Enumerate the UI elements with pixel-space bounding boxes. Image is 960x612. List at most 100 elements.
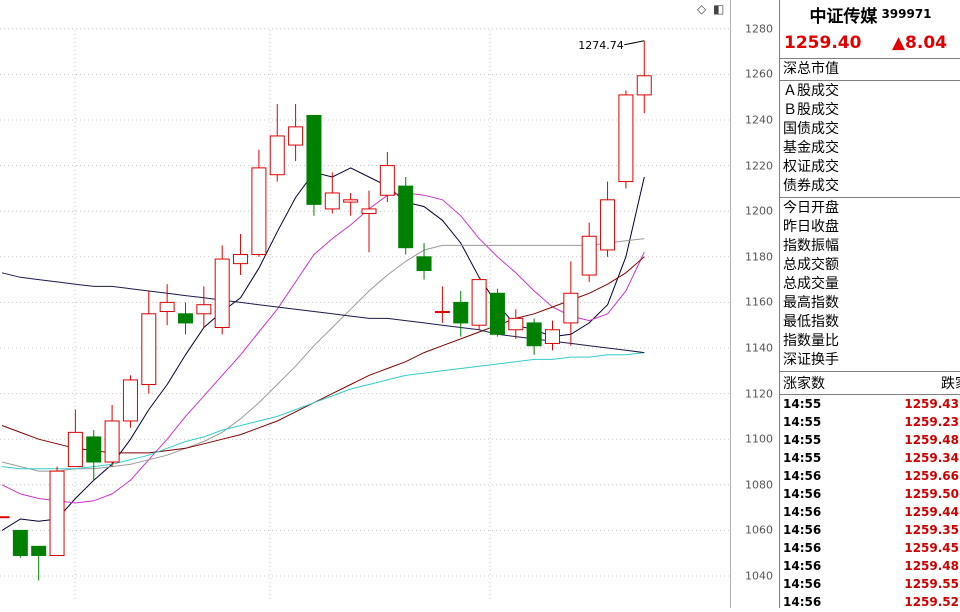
index-stats-group: 今日开盘 昨日收盘 指数振幅 总成交额 总成交量 最高指数 最低指数 指数量比 … bbox=[780, 198, 960, 372]
tick-time: 14:55 bbox=[783, 397, 822, 411]
tick-price: 1259.66 bbox=[904, 469, 959, 483]
candle-down bbox=[416, 256, 432, 271]
tick-row: 14:55 1259.23 bbox=[780, 413, 960, 431]
tick-row: 14:56 1259.45 bbox=[780, 539, 960, 557]
y-tick-label: 1080 bbox=[745, 478, 773, 492]
candle-up bbox=[49, 470, 65, 556]
tick-list[interactable]: 14:55 1259.43 14:55 1259.23 14:55 1259.48 14:5… bbox=[780, 395, 960, 608]
label-total-amount: 总成交额 bbox=[783, 257, 839, 273]
y-tick-label: 1260 bbox=[745, 67, 773, 81]
tick-price: 1259.48 bbox=[904, 559, 959, 573]
candle-up bbox=[196, 304, 212, 315]
candle-up bbox=[508, 317, 524, 331]
label-b-share: Ｂ股成交 bbox=[783, 102, 839, 118]
advance-decline-row: 涨家数 跌家 bbox=[780, 372, 960, 395]
decline-count-label: 跌家 bbox=[941, 376, 960, 392]
window-icon[interactable]: ◧ bbox=[713, 2, 725, 16]
y-tick-label: 1140 bbox=[745, 341, 773, 355]
price-change: ▲8.04 bbox=[891, 33, 947, 53]
label-open: 今日开盘 bbox=[783, 200, 839, 216]
tick-time: 14:55 bbox=[783, 451, 822, 465]
y-tick-label: 1060 bbox=[745, 523, 773, 537]
y-tick-label: 1220 bbox=[745, 159, 773, 173]
candle-up bbox=[545, 329, 560, 344]
tick-time: 14:55 bbox=[783, 415, 822, 429]
price-axis: 1040 1060 1080 1100 1120 1140 1160 1180 1200 1220… bbox=[730, 0, 779, 608]
label-turnover-rate: 深证换手 bbox=[783, 352, 839, 368]
candle-up bbox=[141, 313, 157, 385]
candle-up bbox=[104, 420, 120, 463]
candle-up bbox=[324, 192, 340, 210]
tick-price: 1259.50 bbox=[904, 487, 959, 501]
candle-down bbox=[306, 114, 322, 205]
candle-up bbox=[471, 279, 487, 326]
tick-price: 1259.44 bbox=[904, 505, 959, 519]
label-fund: 基金成交 bbox=[783, 140, 839, 156]
y-tick-label: 1200 bbox=[745, 204, 773, 218]
candle-up bbox=[159, 301, 175, 313]
label-warrant: 权证成交 bbox=[783, 159, 839, 175]
tick-time: 14:55 bbox=[783, 433, 822, 447]
current-price: 1259.40 bbox=[784, 33, 862, 53]
stock-title: 中证传媒 399971 bbox=[780, 0, 960, 28]
tick-row: 14:55 1259.48 bbox=[780, 431, 960, 449]
label-market-value: 深总市值 bbox=[783, 61, 839, 77]
tick-time: 14:56 bbox=[783, 577, 822, 591]
candle-up bbox=[269, 135, 285, 176]
candle-up bbox=[251, 167, 267, 256]
kline-chart[interactable]: 1274.74 ◇ ◧ bbox=[0, 0, 730, 608]
price-row: 1259.40 ▲8.04 bbox=[780, 28, 960, 59]
kline-svg: 1274.74 bbox=[0, 28, 730, 600]
candle-down bbox=[489, 292, 505, 335]
tick-time: 14:56 bbox=[783, 523, 822, 537]
tick-time: 14:56 bbox=[783, 505, 822, 519]
candle-down bbox=[12, 529, 28, 556]
tick-row: 14:56 1259.35 bbox=[780, 521, 960, 539]
candle-up bbox=[122, 379, 138, 422]
tick-time: 14:56 bbox=[783, 487, 822, 501]
label-low: 最低指数 bbox=[783, 314, 839, 330]
y-tick-label: 1120 bbox=[745, 387, 773, 401]
turnover-group: Ａ股成交 Ｂ股成交 国债成交 基金成交 权证成交 债券成交 bbox=[780, 81, 960, 198]
high-annotation: 1274.74 bbox=[578, 39, 624, 52]
tick-price: 1259.43 bbox=[904, 397, 959, 411]
stock-code: 399971 bbox=[881, 7, 932, 21]
ma-line-ma120 bbox=[1, 352, 645, 470]
quote-panel: 中证传媒 399971 1259.40 ▲8.04 深总市值 Ａ股成交 Ｂ股成交… bbox=[779, 0, 960, 608]
ma-line-ma5 bbox=[1, 167, 645, 531]
candle-up bbox=[0, 516, 10, 519]
candle-up bbox=[379, 165, 395, 196]
label-bond: 债券成交 bbox=[783, 178, 839, 194]
label-volume-ratio: 指数量比 bbox=[783, 333, 839, 349]
candle-up bbox=[233, 254, 249, 265]
y-tick-label: 1040 bbox=[745, 569, 773, 583]
tick-row: 14:55 1259.34 bbox=[780, 449, 960, 467]
tick-price: 1259.48 bbox=[904, 433, 959, 447]
tick-price: 1259.55 bbox=[904, 577, 959, 591]
tick-price: 1259.34 bbox=[904, 451, 959, 465]
candle-up bbox=[361, 208, 377, 214]
tick-row: 14:56 1259.52 bbox=[780, 593, 960, 608]
tick-price: 1259.45 bbox=[904, 541, 959, 555]
tick-row: 14:56 1259.48 bbox=[780, 557, 960, 575]
tick-price: 1259.35 bbox=[904, 523, 959, 537]
y-tick-label: 1240 bbox=[745, 113, 773, 127]
tick-row: 14:56 1259.44 bbox=[780, 503, 960, 521]
candle-up bbox=[67, 431, 83, 468]
tick-time: 14:56 bbox=[783, 595, 822, 608]
diamond-icon[interactable]: ◇ bbox=[697, 2, 707, 16]
candle-up bbox=[600, 199, 616, 251]
tick-row: 14:55 1259.43 bbox=[780, 395, 960, 413]
tick-price: 1259.52 bbox=[904, 595, 959, 608]
candle-up bbox=[618, 94, 634, 183]
advance-count-label: 涨家数 bbox=[783, 376, 825, 392]
y-tick-label: 1280 bbox=[745, 22, 773, 36]
y-tick-label: 1160 bbox=[745, 295, 773, 309]
y-tick-label: 1100 bbox=[745, 432, 773, 446]
candle-up bbox=[343, 199, 359, 203]
candle-up bbox=[434, 311, 450, 314]
ma-line-ma10 bbox=[1, 192, 645, 504]
ma-line-ma20 bbox=[1, 238, 645, 472]
label-amplitude: 指数振幅 bbox=[783, 238, 839, 254]
candle-up bbox=[636, 75, 652, 96]
